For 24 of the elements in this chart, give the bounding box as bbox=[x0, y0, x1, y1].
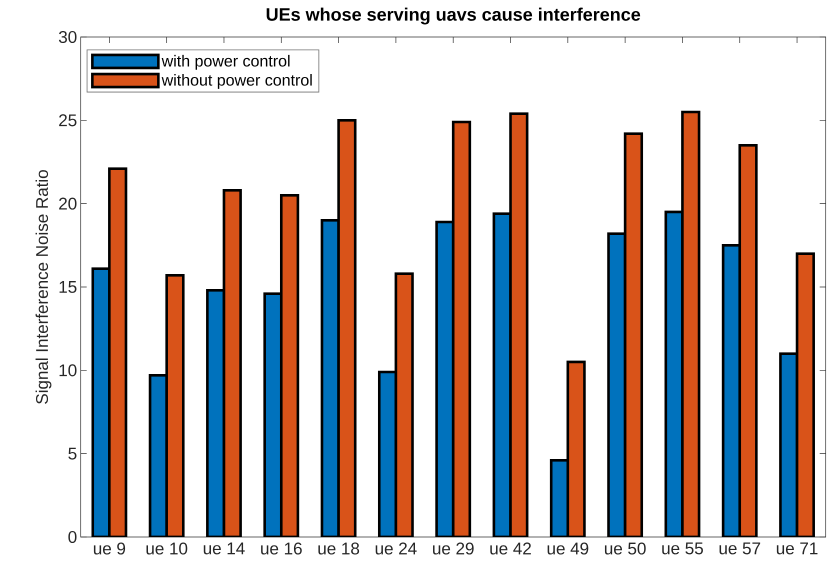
y-axis-title: Signal Interference Noise Ratio bbox=[36, 170, 52, 404]
x-tick-label: ue 57 bbox=[720, 542, 760, 554]
y-tick-label: 25 bbox=[59, 114, 76, 126]
y-tick-label: 0 bbox=[68, 530, 77, 544]
legend-label: with power control bbox=[162, 54, 290, 70]
y-tick-label: 30 bbox=[58, 30, 77, 44]
x-tick-label: ue 9 bbox=[94, 542, 126, 555]
x-tick-label: ue 49 bbox=[548, 542, 588, 555]
x-tick-label: ue 42 bbox=[490, 542, 531, 555]
x-tick-label: ue 29 bbox=[433, 542, 474, 555]
legend-label: without power control bbox=[162, 74, 312, 89]
x-tick-label: ue 55 bbox=[662, 542, 703, 554]
x-tick-label: ue 24 bbox=[376, 542, 417, 555]
y-tick-label: 20 bbox=[59, 198, 77, 210]
x-tick-label: ue 71 bbox=[776, 542, 818, 554]
x-tick-label: ue 10 bbox=[146, 542, 188, 555]
x-tick-label: ue 14 bbox=[204, 542, 245, 554]
chart-title: UEs whose serving uavs cause interference bbox=[266, 8, 640, 24]
x-tick-label: ue 16 bbox=[261, 542, 302, 555]
y-tick-label: 15 bbox=[60, 281, 76, 293]
y-tick-label: 5 bbox=[68, 448, 76, 460]
x-tick-label: ue 50 bbox=[604, 542, 646, 555]
y-tick-label: 10 bbox=[60, 364, 77, 376]
x-tick-label: ue 18 bbox=[318, 542, 360, 555]
